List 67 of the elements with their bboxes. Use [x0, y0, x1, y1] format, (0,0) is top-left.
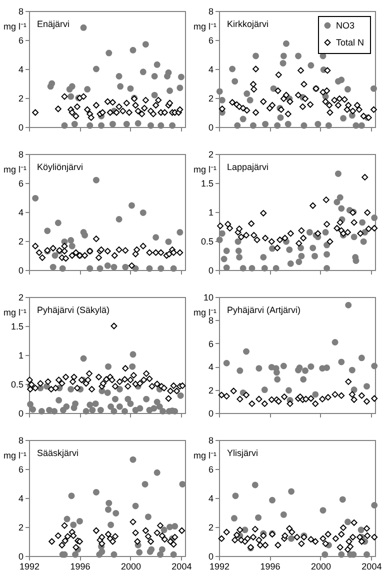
text: Sääskjärvi — [37, 448, 79, 458]
y-tick-label: 4 — [18, 208, 24, 218]
x-tick-label: 1992 — [19, 562, 40, 572]
y-tick-label: 4 — [18, 494, 24, 504]
x-tick-label: 1996 — [70, 562, 90, 572]
y-tick-label: 8 — [208, 316, 214, 326]
y-tick-label: 6 — [18, 178, 24, 188]
text: Kirkkojärvi — [227, 19, 269, 29]
y-tick-label: 4 — [18, 64, 24, 74]
y-tick-label: 10 — [203, 292, 214, 302]
text: Pyhäjärvi (Artjärvi) — [227, 305, 301, 315]
y-tick-label: 6 — [208, 338, 214, 349]
y-tick-label: 0.5 — [200, 236, 214, 246]
y-tick-label: 6 — [18, 36, 24, 46]
y-tick-label: 2 — [18, 94, 24, 104]
legend-label: NO3 — [336, 20, 355, 30]
y-tick-label: 0.5 — [10, 380, 24, 390]
y-tick-label: 2 — [208, 150, 214, 160]
x-tick-label: 2004 — [172, 562, 192, 572]
y-tick-label: 2 — [18, 522, 24, 532]
y-tick-label: 6 — [18, 464, 24, 474]
y-tick-label: 8 — [18, 150, 24, 160]
y-tick-label: 4 — [208, 494, 214, 504]
x-tick-label: 1992 — [209, 562, 230, 572]
x-tick-label: 2004 — [362, 562, 382, 572]
y-tick-label: 1.5 — [10, 322, 24, 332]
y-tick-label: 0 — [18, 122, 24, 132]
y-axis-title: mg l⁻¹ — [194, 22, 216, 32]
y-tick-label: 0 — [208, 122, 214, 132]
y-tick-label: 4 — [208, 362, 214, 372]
y-tick-label: 4 — [208, 64, 214, 74]
y-tick-label: 8 — [208, 6, 214, 16]
y-tick-label: 0 — [208, 266, 214, 276]
y-tick-label: 1 — [208, 208, 214, 218]
y-tick-label: 0 — [18, 552, 24, 562]
y-tick-label: 8 — [208, 436, 214, 446]
x-tick-label: 2000 — [310, 562, 331, 572]
y-axis-title: mg l⁻¹ — [4, 308, 26, 318]
text: Köyliönjärvi — [37, 162, 84, 172]
text: Ylisjärvi — [227, 448, 258, 458]
y-axis-title: mg l⁻¹ — [4, 164, 26, 175]
x-tick-label: 1996 — [260, 562, 280, 572]
y-tick-label: 0 — [208, 408, 214, 418]
y-axis-title: mg l⁻¹ — [194, 164, 216, 175]
y-tick-label: 0 — [208, 552, 214, 562]
legend-label: Total N — [336, 38, 364, 48]
y-tick-label: 2 — [18, 292, 24, 302]
y-axis-title: mg l⁻¹ — [194, 308, 216, 318]
y-tick-label: 2 — [18, 236, 24, 246]
text: Enäjärvi — [37, 19, 70, 29]
text: Pyhäjärvi (Säkylä) — [37, 305, 110, 315]
text: Lappajärvi — [227, 162, 269, 172]
y-tick-label: 0 — [18, 266, 24, 276]
y-tick-label: 2 — [208, 522, 214, 532]
y-axis-title: mg l⁻¹ — [194, 450, 216, 461]
y-tick-label: 8 — [18, 436, 24, 446]
y-tick-label: 1 — [18, 350, 24, 360]
y-tick-label: 2 — [208, 385, 214, 396]
y-axis-title: mg l⁻¹ — [4, 450, 26, 461]
y-tick-label: 6 — [208, 36, 214, 46]
y-axis-title: mg l⁻¹ — [4, 22, 26, 32]
y-tick-label: 0 — [18, 408, 24, 418]
y-tick-label: 8 — [18, 6, 24, 16]
y-tick-label: 6 — [208, 464, 214, 474]
y-tick-label: 1.5 — [200, 178, 214, 188]
y-tick-label: 2 — [208, 94, 214, 104]
x-tick-label: 2000 — [120, 562, 141, 572]
